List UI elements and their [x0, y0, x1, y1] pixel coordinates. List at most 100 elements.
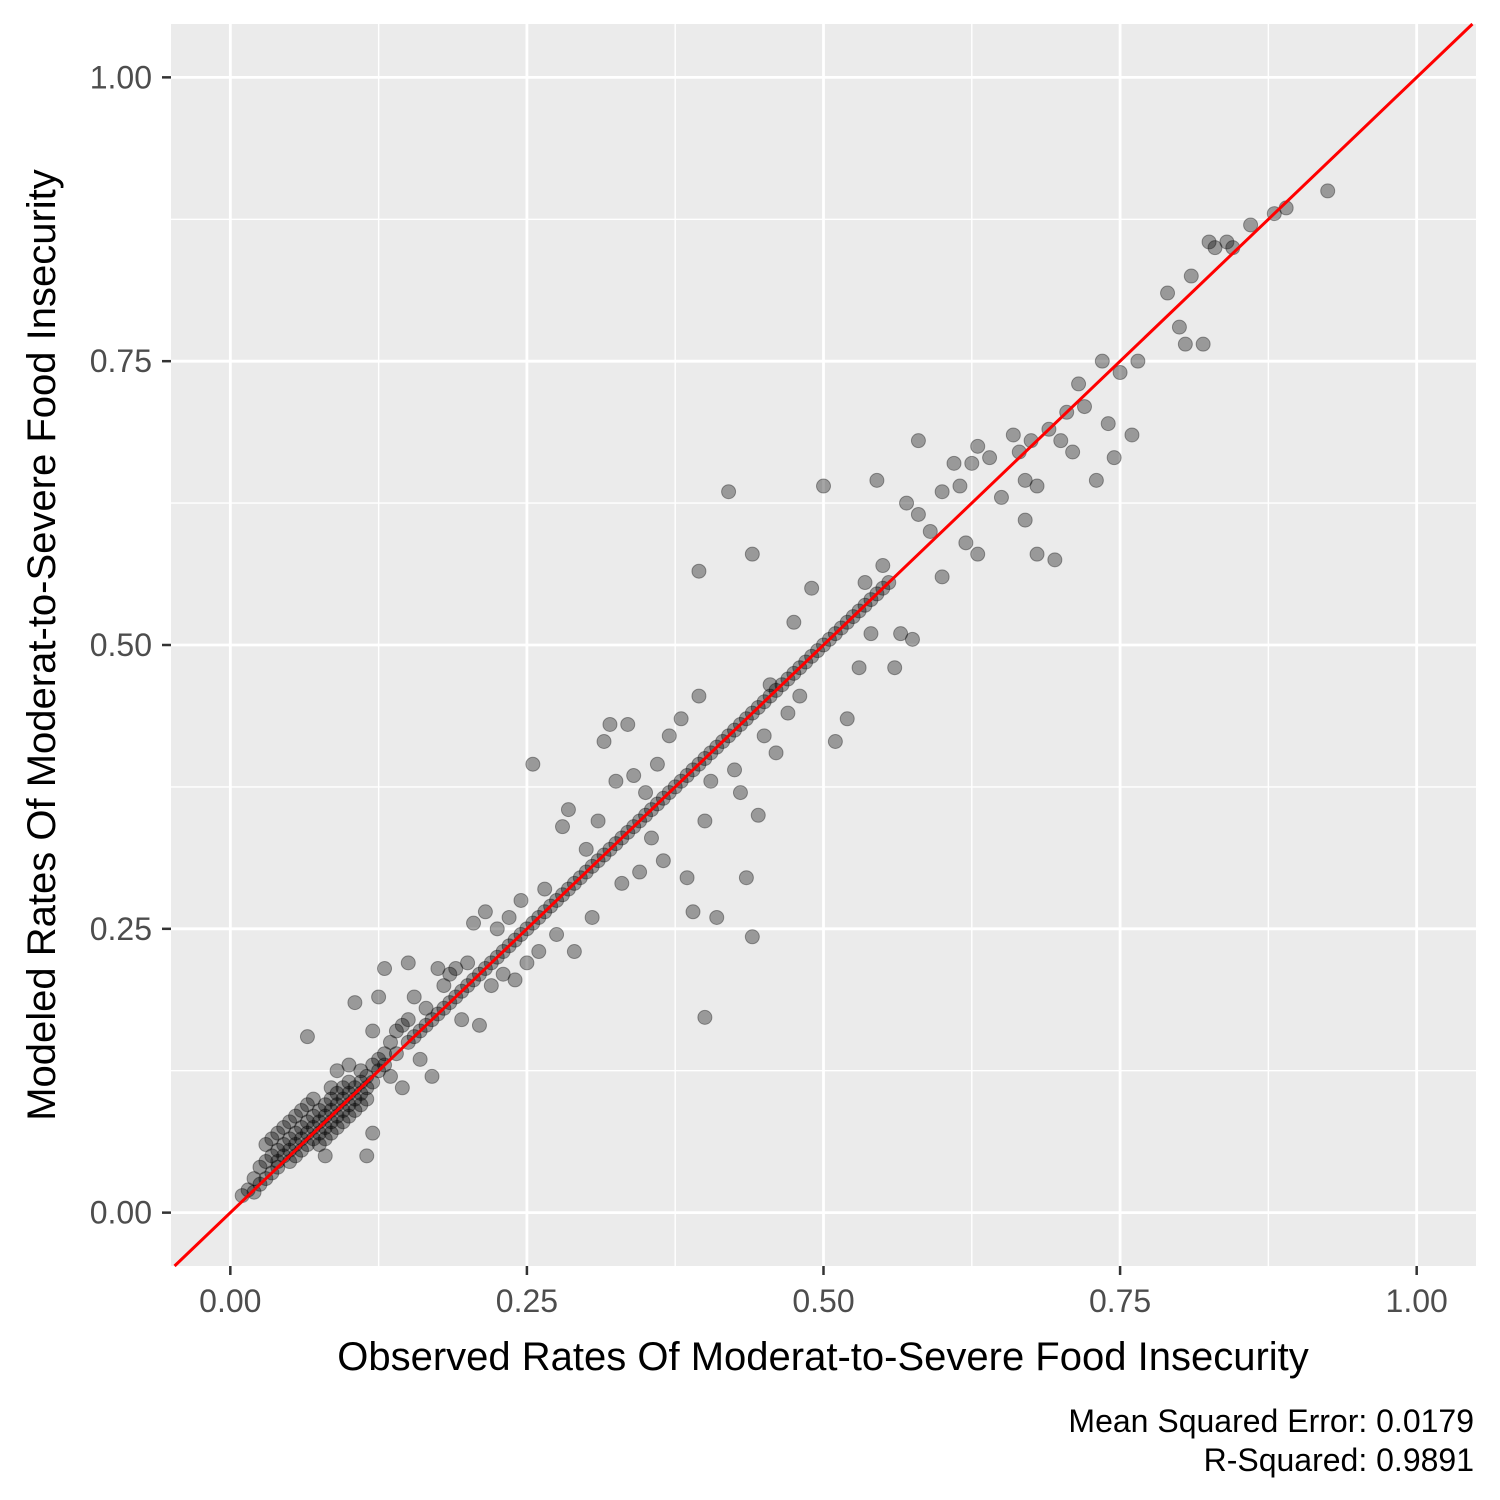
data-point [335, 1080, 351, 1096]
x-tick-label: 0.25 [496, 1283, 558, 1319]
data-point [1100, 416, 1116, 432]
data-point [869, 472, 885, 488]
data-point [519, 955, 535, 971]
data-point [1160, 285, 1176, 301]
data-point [276, 1119, 292, 1135]
data-point [252, 1159, 268, 1175]
data-point [537, 881, 553, 897]
data-point [887, 660, 903, 676]
data-point [258, 1154, 274, 1170]
data-point [756, 728, 772, 744]
data-point [329, 1119, 345, 1135]
data-point [436, 978, 452, 994]
data-point [1029, 546, 1045, 562]
data-point [400, 955, 416, 971]
data-point [329, 1063, 345, 1079]
x-tick-labels: 0.00 0.25 0.50 0.75 1.00 [199, 1283, 1448, 1319]
data-point [424, 1068, 440, 1084]
data-point [946, 455, 962, 471]
data-point [305, 1091, 321, 1107]
data-point [264, 1148, 280, 1164]
data-point [590, 813, 606, 829]
axis-ticks [162, 76, 1418, 1275]
data-point [377, 961, 393, 977]
data-point [323, 1091, 339, 1107]
data-point [305, 1108, 321, 1124]
data-point [893, 626, 909, 642]
data-point [970, 546, 986, 562]
data-point [679, 870, 695, 886]
data-point [626, 768, 642, 784]
data-point [501, 909, 517, 925]
data-point [489, 921, 505, 937]
data-point [1201, 234, 1217, 250]
data-point [673, 711, 689, 727]
data-point [1094, 353, 1110, 369]
data-point [365, 1023, 381, 1039]
data-point [804, 580, 820, 596]
data-point [347, 995, 363, 1011]
x-tick-label: 0.75 [1089, 1283, 1151, 1319]
data-point [904, 631, 920, 647]
data-point [697, 813, 713, 829]
data-point [471, 1017, 487, 1033]
data-point [608, 773, 624, 789]
data-point [691, 688, 707, 704]
data-point [412, 1051, 428, 1067]
data-point [483, 978, 499, 994]
data-point [353, 1097, 369, 1113]
data-point [531, 944, 547, 960]
data-point [1088, 472, 1104, 488]
data-point [555, 819, 570, 835]
data-point [649, 756, 665, 772]
data-point [317, 1148, 333, 1164]
data-point [910, 433, 926, 449]
y-tick-label: 0.75 [90, 343, 152, 379]
data-point [1065, 444, 1081, 460]
data-point [1183, 268, 1199, 284]
data-point [400, 1012, 416, 1028]
data-point [299, 1097, 315, 1113]
data-point [691, 563, 707, 579]
data-point [750, 807, 766, 823]
data-point [1053, 433, 1069, 449]
data-point [1243, 217, 1259, 233]
data-point [406, 989, 422, 1005]
data-point [620, 716, 636, 732]
data-point [329, 1085, 345, 1101]
data-point [1077, 399, 1092, 415]
data-point [1047, 552, 1063, 568]
y-tick-label: 0.00 [90, 1195, 152, 1231]
data-point [394, 1080, 410, 1096]
data-point [1195, 336, 1211, 352]
data-point [1207, 240, 1223, 256]
data-point [1005, 427, 1021, 443]
y-axis-title: Modeled Rates Of Moderat-to-Severe Food … [20, 169, 64, 1121]
data-point [1071, 376, 1087, 392]
data-point [288, 1108, 304, 1124]
x-tick-label: 0.50 [792, 1283, 854, 1319]
data-point [442, 966, 458, 982]
data-point [495, 966, 511, 982]
data-point [786, 614, 802, 630]
data-point [264, 1131, 280, 1147]
data-point [341, 1057, 357, 1073]
data-point [792, 688, 808, 704]
y-tick-label: 1.00 [90, 59, 152, 95]
x-tick-label: 0.00 [199, 1283, 261, 1319]
data-point [359, 1091, 375, 1107]
data-point [430, 961, 446, 977]
data-point [246, 1171, 262, 1187]
data-point [899, 495, 915, 511]
data-point [827, 733, 843, 749]
data-point [311, 1102, 327, 1118]
data-point [341, 1108, 357, 1124]
data-point [863, 626, 879, 642]
data-point [703, 773, 719, 789]
data-point [270, 1142, 286, 1158]
data-point [549, 926, 565, 942]
data-point [578, 841, 594, 857]
data-point [851, 660, 867, 676]
data-point [839, 711, 855, 727]
